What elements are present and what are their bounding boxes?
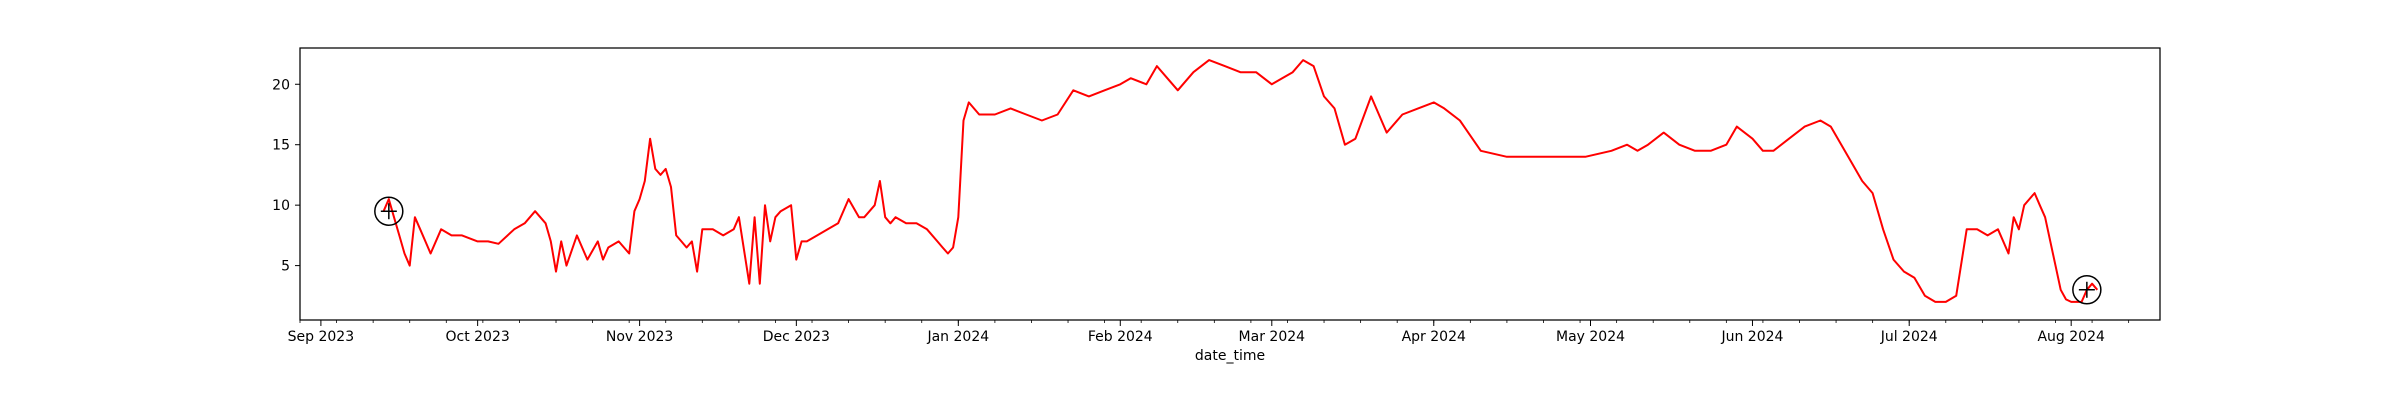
circle-plus-marker [2072,275,2102,305]
circle-plus-marker [374,196,404,226]
x-tick-label: Apr 2024 [1402,329,1466,345]
x-tick-label: Feb 2024 [1088,329,1153,345]
x-tick-label: Jul 2024 [1880,329,1938,345]
x-tick-label: Oct 2023 [445,329,509,345]
y-tick-label: 10 [272,198,290,214]
y-tick-label: 20 [272,77,290,93]
x-axis: Sep 2023 Oct 2023 Nov 2023 Dec 2023 Jan 2024… [288,320,2130,345]
y-axis: 5 10 15 20 [272,77,300,275]
y-tick-label: 15 [272,138,290,154]
x-tick-label: Jan 2024 [926,329,989,345]
x-tick-label: Dec 2023 [763,329,830,345]
x-axis-label: date_time [1195,348,1265,364]
series-line [382,59,2099,303]
x-tick-label: Nov 2023 [606,329,673,345]
y-tick-label: 5 [281,259,290,275]
x-tick-label: Aug 2024 [2037,329,2105,345]
annotation-layer [374,196,2102,305]
x-tick-label: May 2024 [1556,329,1625,345]
x-tick-label: Jun 2024 [1720,329,1783,345]
x-tick-label: Mar 2024 [1239,329,1306,345]
x-tick-label: Sep 2023 [288,329,354,345]
series-layer [382,59,2099,303]
plot-area-frame [299,47,2161,321]
